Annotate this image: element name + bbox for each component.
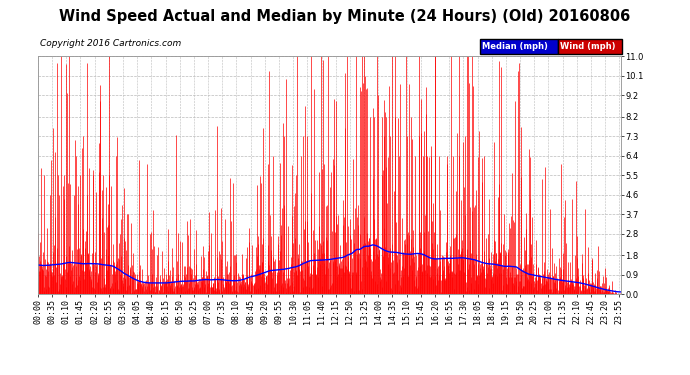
Text: Wind Speed Actual and Median by Minute (24 Hours) (Old) 20160806: Wind Speed Actual and Median by Minute (… bbox=[59, 9, 631, 24]
Text: Wind (mph): Wind (mph) bbox=[560, 42, 615, 51]
Text: Copyright 2016 Cartronics.com: Copyright 2016 Cartronics.com bbox=[40, 39, 181, 48]
Text: Median (mph): Median (mph) bbox=[482, 42, 548, 51]
